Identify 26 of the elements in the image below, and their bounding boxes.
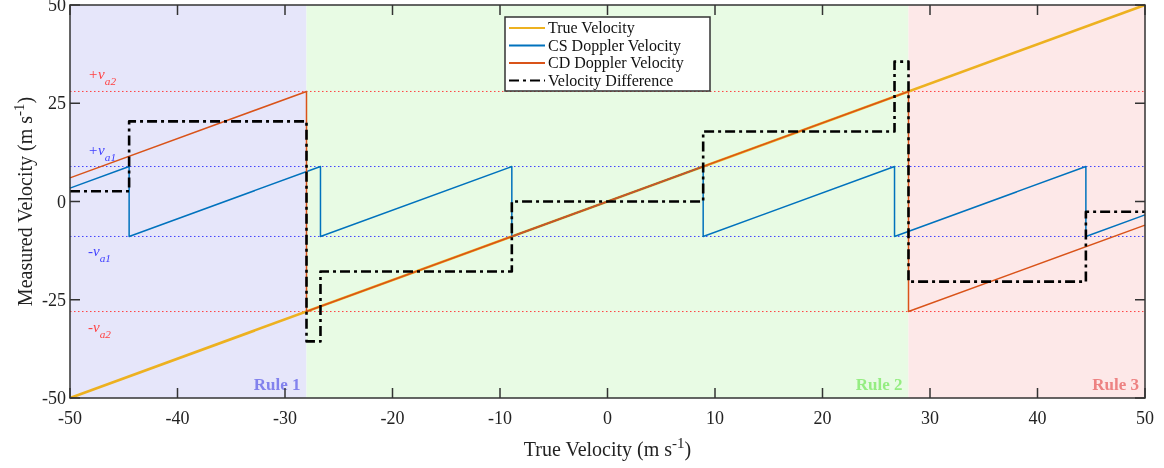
x-tick-label: -40 [165,408,190,428]
x-tick-label: -10 [488,408,512,428]
x-tick-label: -20 [380,408,405,428]
legend-label: CS Doppler Velocity [548,36,682,55]
x-tick-label: 20 [813,408,832,428]
x-axis-title: True Velocity (m s$^{-1}$) [523,435,692,461]
x-tick-label: 30 [921,408,939,428]
legend-label: True Velocity [548,19,635,37]
legend-label: CD Doppler Velocity [548,54,684,72]
band-label: Rule 3 [1092,375,1139,394]
x-tick-label: 0 [603,408,612,428]
ref-line-label: +v$_{a2}$ [88,66,117,88]
ref-line-label: -v$_{a2}$ [88,318,112,340]
x-tick-label: 40 [1028,408,1047,428]
band-label: Rule 1 [253,375,301,394]
y-tick-label: 25 [48,93,66,114]
x-tick-label: 10 [706,408,724,428]
y-tick-label: -50 [42,388,66,408]
band-label: Rule 2 [855,375,903,394]
y-tick-label: 0 [57,191,66,212]
legend-label: Velocity Difference [548,71,674,90]
ref-line-label: +v$_{a1}$ [88,141,117,163]
x-tick-label: -30 [273,408,297,428]
y-tick-label: -25 [42,289,66,310]
x-tick-label: 50 [1136,408,1154,428]
ref-line-label: -v$_{a1}$ [88,243,111,265]
